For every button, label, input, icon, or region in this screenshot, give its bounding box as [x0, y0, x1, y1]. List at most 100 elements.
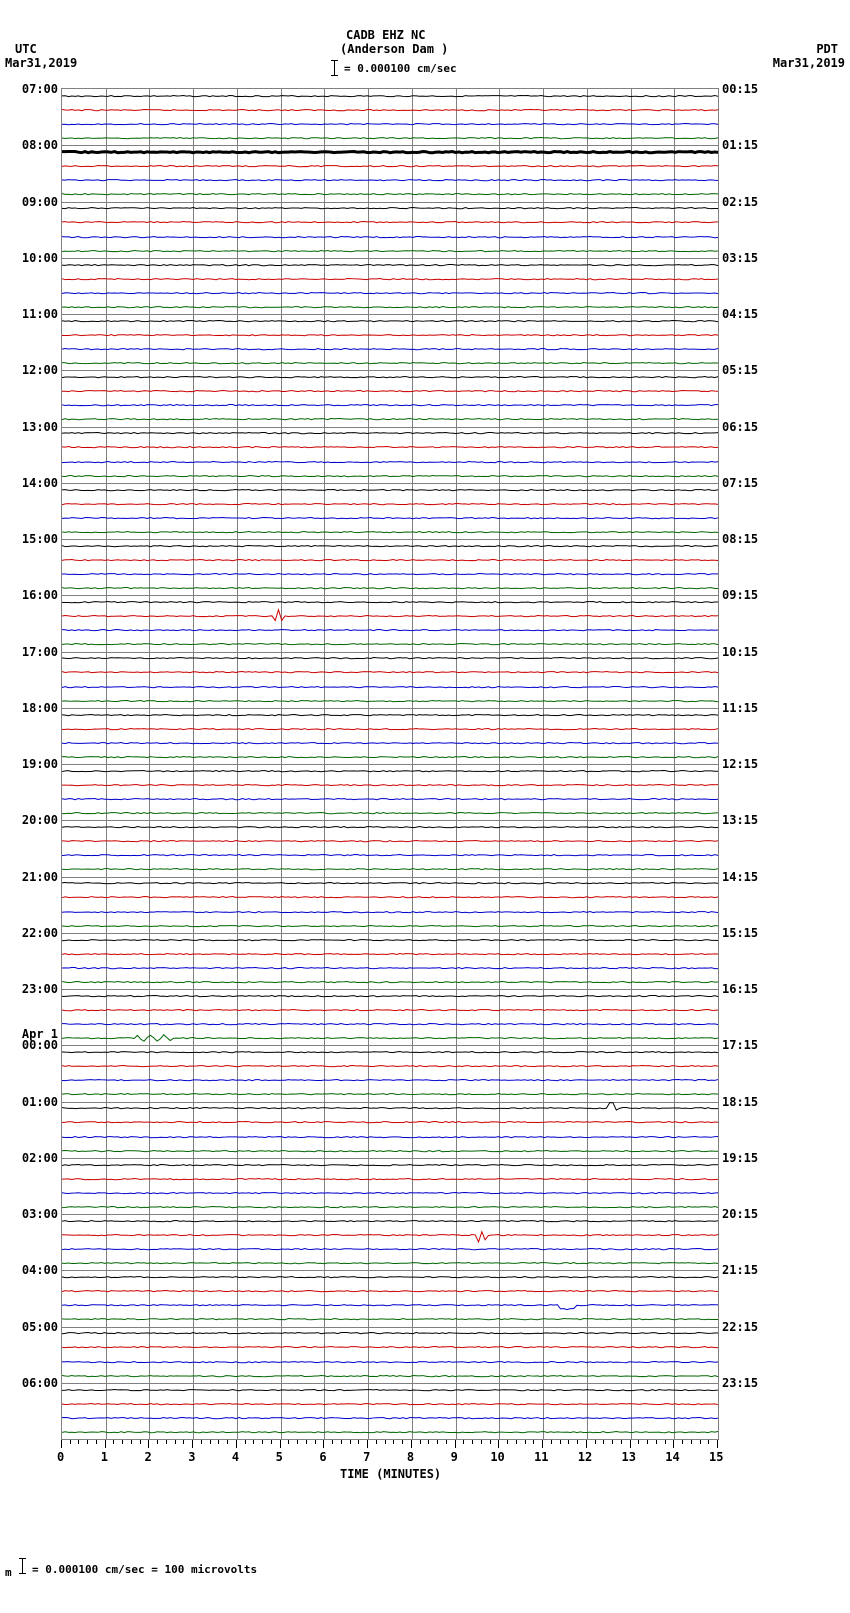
left-time-label: 12:00: [22, 363, 58, 377]
left-time-label: 02:00: [22, 1151, 58, 1165]
xtick-minor: [78, 1440, 79, 1444]
xtick-minor: [437, 1440, 438, 1444]
xtick-label: 8: [407, 1450, 414, 1464]
xtick-minor: [621, 1440, 622, 1444]
xtick-minor: [297, 1440, 298, 1444]
xtick-label: 12: [578, 1450, 592, 1464]
xtick-minor: [551, 1440, 552, 1444]
left-time-label: 09:00: [22, 195, 58, 209]
xtick: [411, 1440, 412, 1448]
xtick: [280, 1440, 281, 1448]
footer-scale-bar: [22, 1558, 23, 1574]
xtick-minor: [376, 1440, 377, 1444]
xtick-minor: [700, 1440, 701, 1444]
seismic-trace: [62, 1404, 718, 1460]
xtick-minor: [402, 1440, 403, 1444]
left-time-label: 23:00: [22, 982, 58, 996]
right-tz: PDT: [816, 42, 838, 56]
xtick-minor: [463, 1440, 464, 1444]
xtick-minor: [358, 1440, 359, 1444]
xtick-minor: [70, 1440, 71, 1444]
xtick-minor: [638, 1440, 639, 1444]
xtick-minor: [420, 1440, 421, 1444]
left-time-label: 01:00: [22, 1095, 58, 1109]
right-time-label: 18:15: [722, 1095, 758, 1109]
xtick-label: 7: [363, 1450, 370, 1464]
title-line1: CADB EHZ NC: [346, 28, 425, 42]
left-time-label: 20:00: [22, 813, 58, 827]
xtick-minor: [612, 1440, 613, 1444]
xtick-minor: [288, 1440, 289, 1444]
xtick-minor: [577, 1440, 578, 1444]
xtick-minor: [262, 1440, 263, 1444]
right-time-label: 17:15: [722, 1038, 758, 1052]
xtick-label: 13: [622, 1450, 636, 1464]
xtick-minor: [665, 1440, 666, 1444]
xtick: [61, 1440, 62, 1448]
xtick-minor: [218, 1440, 219, 1444]
xtick-label: 6: [319, 1450, 326, 1464]
left-time-label: 00:00: [22, 1038, 58, 1052]
left-time-label: 14:00: [22, 476, 58, 490]
right-time-label: 22:15: [722, 1320, 758, 1334]
xtick-label: 14: [665, 1450, 679, 1464]
left-time-label: 08:00: [22, 138, 58, 152]
xtick-minor: [96, 1440, 97, 1444]
xtick-label: 2: [144, 1450, 151, 1464]
left-time-label: 10:00: [22, 251, 58, 265]
xtick-label: 3: [188, 1450, 195, 1464]
xtick-minor: [201, 1440, 202, 1444]
left-time-label: 15:00: [22, 532, 58, 546]
xtick-minor: [245, 1440, 246, 1444]
xtick-label: 11: [534, 1450, 548, 1464]
left-time-label: 13:00: [22, 420, 58, 434]
xtick-minor: [157, 1440, 158, 1444]
xtick-label: 4: [232, 1450, 239, 1464]
xtick-minor: [131, 1440, 132, 1444]
xtick: [105, 1440, 106, 1448]
xtick-label: 1: [101, 1450, 108, 1464]
xtick-minor: [393, 1440, 394, 1444]
xtick-minor: [166, 1440, 167, 1444]
right-time-label: 12:15: [722, 757, 758, 771]
xtick-minor: [481, 1440, 482, 1444]
left-time-label: 19:00: [22, 757, 58, 771]
xtick: [323, 1440, 324, 1448]
xtick-minor: [682, 1440, 683, 1444]
xtick: [630, 1440, 631, 1448]
left-time-label: 04:00: [22, 1263, 58, 1277]
xtick-minor: [446, 1440, 447, 1444]
xtick-minor: [315, 1440, 316, 1444]
right-time-label: 09:15: [722, 588, 758, 602]
plot-area: [61, 88, 719, 1440]
xtick-minor: [341, 1440, 342, 1444]
xtick-minor: [428, 1440, 429, 1444]
right-time-label: 00:15: [722, 82, 758, 96]
xtick-minor: [183, 1440, 184, 1444]
right-time-label: 19:15: [722, 1151, 758, 1165]
xtick-label: 15: [709, 1450, 723, 1464]
xtick-label: 0: [57, 1450, 64, 1464]
xtick-minor: [87, 1440, 88, 1444]
xtick-minor: [516, 1440, 517, 1444]
left-time-label: 05:00: [22, 1320, 58, 1334]
right-time-label: 16:15: [722, 982, 758, 996]
xtick-minor: [603, 1440, 604, 1444]
xtick-minor: [472, 1440, 473, 1444]
right-time-label: 14:15: [722, 870, 758, 884]
xtick-minor: [568, 1440, 569, 1444]
right-time-label: 03:15: [722, 251, 758, 265]
xtick: [455, 1440, 456, 1448]
left-time-label: 07:00: [22, 82, 58, 96]
xtick-minor: [533, 1440, 534, 1444]
left-time-label: 17:00: [22, 645, 58, 659]
right-time-label: 07:15: [722, 476, 758, 490]
right-time-label: 08:15: [722, 532, 758, 546]
right-time-label: 21:15: [722, 1263, 758, 1277]
right-time-label: 23:15: [722, 1376, 758, 1390]
xtick-minor: [385, 1440, 386, 1444]
xtick-minor: [210, 1440, 211, 1444]
right-time-label: 10:15: [722, 645, 758, 659]
xtick-label: 9: [451, 1450, 458, 1464]
left-time-label: 06:00: [22, 1376, 58, 1390]
